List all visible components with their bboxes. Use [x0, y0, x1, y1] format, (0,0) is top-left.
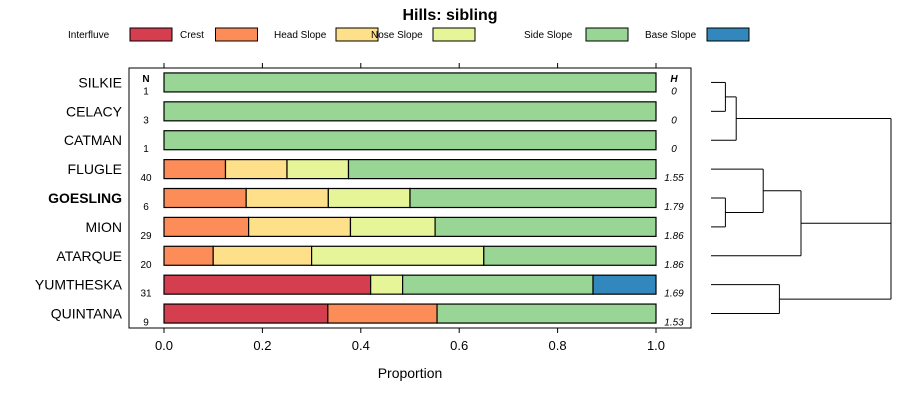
h-value: 1.55 — [664, 173, 684, 184]
bar-segment — [163, 72, 657, 93]
bar-segment — [163, 130, 657, 151]
n-value: 6 — [143, 202, 149, 213]
x-tick-label: 0.8 — [549, 338, 567, 353]
category-label: YUMTHESKA — [35, 277, 123, 293]
bar-segment — [434, 216, 657, 237]
category-label: CATMAN — [64, 132, 122, 148]
bar-segment — [436, 303, 657, 324]
bar-segment — [592, 274, 657, 295]
bar-segment — [370, 274, 404, 295]
legend-label: Base Slope — [645, 30, 697, 41]
legend: Interfluve Crest Head Slope Nose Slope Side … — [68, 27, 750, 42]
h-column-header: H — [670, 74, 678, 85]
bar-segment — [347, 159, 657, 180]
category-label: GOESLING — [48, 190, 122, 206]
category-label: ATARQUE — [56, 248, 122, 264]
h-value: 1.86 — [664, 260, 684, 271]
bar-segment — [327, 187, 411, 209]
category-label: MION — [85, 219, 122, 235]
bar-segment — [163, 216, 250, 237]
bar-segment — [224, 159, 288, 180]
legend-label: Crest — [180, 30, 204, 41]
n-value: 20 — [140, 260, 152, 271]
legend-label: Side Slope — [524, 30, 573, 41]
bar-segment — [409, 187, 657, 209]
h-value: 1.86 — [664, 231, 684, 242]
bar-segment — [483, 245, 657, 266]
legend-swatch — [129, 27, 173, 42]
bar-segment — [163, 274, 372, 295]
h-value: 1.69 — [664, 289, 684, 300]
category-label: FLUGLE — [68, 161, 122, 177]
bar-segment — [248, 216, 352, 237]
bar-segment — [212, 245, 313, 266]
x-tick-label: 0.0 — [155, 338, 173, 353]
bar-segment — [163, 245, 214, 266]
n-value: 1 — [143, 144, 149, 155]
legend-swatch — [335, 27, 379, 42]
n-value: 31 — [140, 289, 152, 300]
bar-segment — [311, 245, 485, 266]
x-axis-label: Proportion — [378, 365, 443, 381]
bar-segment — [327, 303, 438, 324]
dendrogram — [711, 81, 892, 315]
bar-segment — [163, 187, 247, 209]
legend-label: Interfluve — [68, 30, 110, 41]
legend-swatch — [432, 27, 476, 42]
h-value: 1.79 — [664, 202, 684, 213]
bar-segment — [286, 159, 350, 180]
n-column-header: N — [142, 74, 149, 85]
category-label: CELACY — [66, 103, 123, 119]
x-tick-label: 0.2 — [253, 338, 271, 353]
bar-segment — [163, 101, 657, 122]
chart-title: Hills: sibling — [402, 7, 497, 24]
category-label: SILKIE — [78, 74, 122, 90]
h-value: 0 — [671, 115, 677, 126]
legend-swatch — [585, 27, 629, 42]
legend-label: Head Slope — [274, 30, 327, 41]
legend-swatch — [215, 27, 258, 42]
x-tick-label: 1.0 — [647, 338, 665, 353]
n-value: 29 — [140, 231, 152, 242]
bar-segment — [163, 159, 227, 180]
h-value: 0 — [671, 144, 677, 155]
x-tick-label: 0.6 — [450, 338, 468, 353]
n-value: 9 — [143, 318, 149, 329]
h-value: 1.53 — [664, 318, 684, 329]
legend-swatch — [706, 27, 750, 42]
bar-segment — [402, 274, 594, 295]
n-value: 3 — [143, 115, 149, 126]
plot-area: 0.0 0.2 0.4 0.6 0.8 1.0 N H SILKIE 1 0 CELACY 3 0 CATM… — [35, 63, 692, 353]
plot-frame — [128, 67, 692, 329]
legend-label: Nose Slope — [371, 30, 423, 41]
bar-segment — [245, 187, 329, 209]
bar-segment — [349, 216, 436, 237]
n-value: 1 — [143, 86, 149, 97]
category-label: QUINTANA — [51, 306, 123, 322]
n-value: 40 — [140, 173, 152, 184]
bar-segment — [163, 303, 329, 324]
h-value: 0 — [671, 86, 677, 97]
x-tick-label: 0.4 — [352, 338, 370, 353]
